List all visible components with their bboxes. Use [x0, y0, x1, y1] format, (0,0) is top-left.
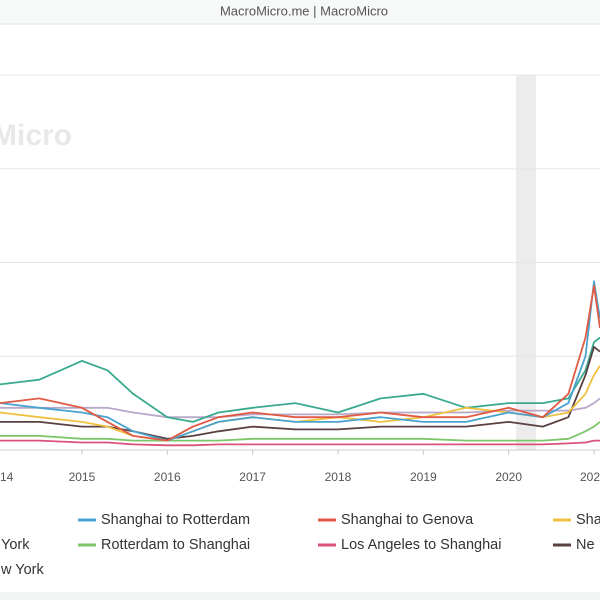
series-line — [0, 285, 600, 442]
x-tick-label: 2016 — [154, 470, 181, 484]
series-line — [0, 365, 600, 442]
series-line — [0, 397, 600, 419]
series-line — [0, 439, 600, 447]
series-line — [0, 336, 600, 423]
legend-label: Sha — [576, 512, 600, 528]
series-line — [0, 421, 600, 442]
plot — [0, 74, 600, 447]
series-line — [0, 280, 600, 442]
bottom-bar — [0, 592, 600, 600]
legend-label: York — [1, 537, 30, 553]
legend-label: Rotterdam to Shanghai — [101, 537, 250, 553]
x-tick-label: 202 — [580, 470, 600, 484]
top-bar — [0, 0, 600, 24]
source: MacroMicro.me | MacroMicro — [220, 3, 388, 18]
watermark: Micro — [0, 119, 72, 152]
x-tick-label: 2015 — [69, 470, 96, 484]
x-tick-label: 14 — [0, 470, 14, 484]
legend-label: Los Angeles to Shanghai — [341, 537, 501, 553]
x-tick-label: 2020 — [495, 470, 522, 484]
legend-label: Shanghai to Genova — [341, 512, 474, 528]
legend-label: Ne — [576, 537, 595, 553]
legend-label: Shanghai to Rotterdam — [101, 512, 250, 528]
x-tick-label: 2019 — [410, 470, 437, 484]
x-tick-label: 2018 — [325, 470, 352, 484]
x-tick-label: 2017 — [239, 470, 266, 484]
legend-label: w York — [0, 562, 44, 578]
